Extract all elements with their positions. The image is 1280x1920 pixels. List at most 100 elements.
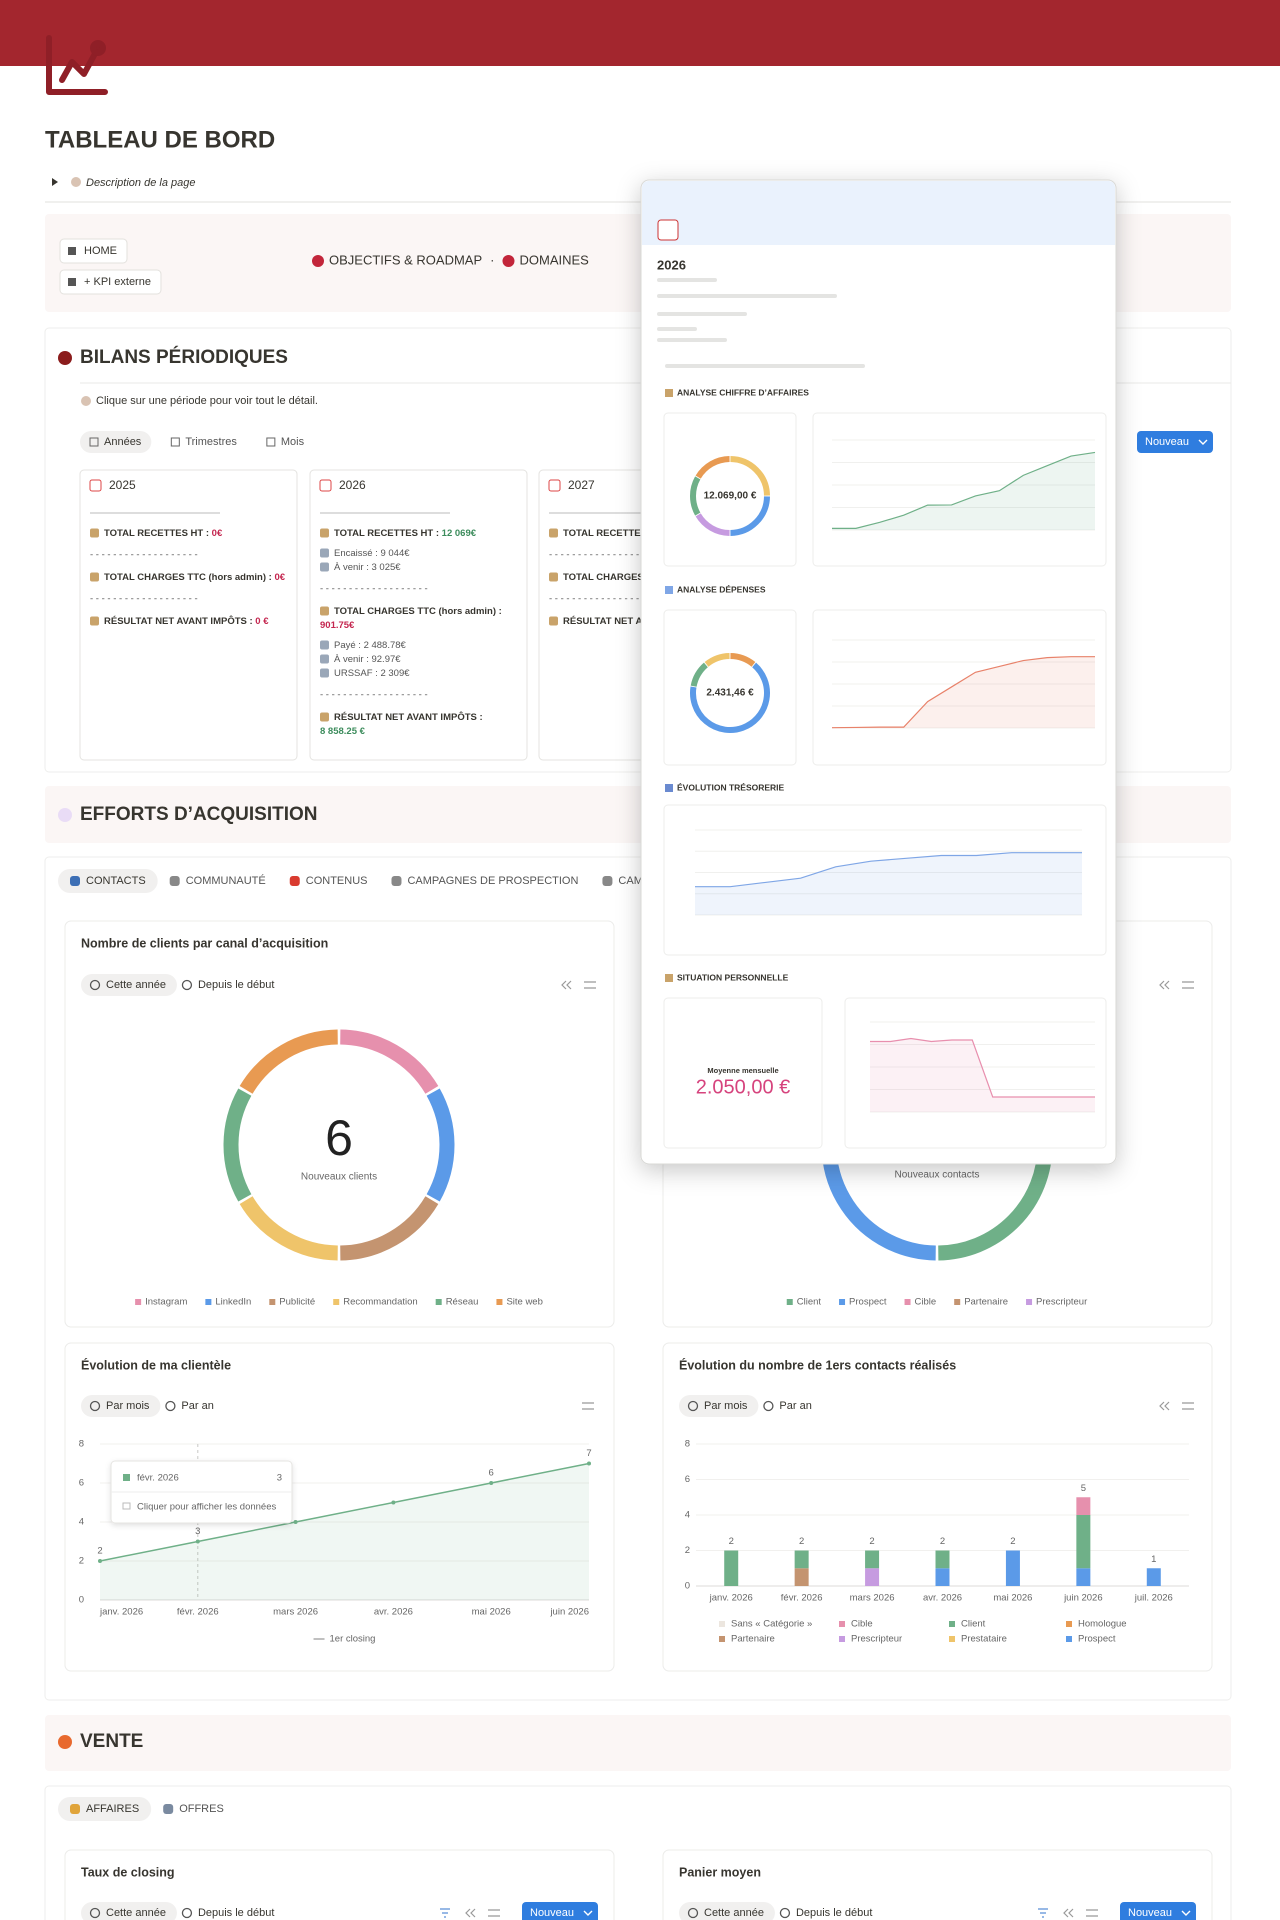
- filter-pill[interactable]: Cette année: [106, 979, 166, 991]
- legend-swatch: [333, 1299, 340, 1305]
- legend-swatch: [205, 1299, 212, 1305]
- detail-line: À venir : 92.97€: [334, 654, 401, 665]
- area-fill: [870, 1038, 1095, 1112]
- tooltip-hint[interactable]: Cliquer pour afficher les données: [137, 1502, 276, 1513]
- pill-bg: [679, 1902, 775, 1920]
- clock-icon: [763, 1400, 774, 1412]
- tab[interactable]: AFFAIRES: [86, 1803, 139, 1815]
- popup-card: [663, 997, 823, 1149]
- area-line: [870, 1037, 1095, 1098]
- collapse-icon: [1159, 980, 1170, 990]
- filter-icon: [1038, 1908, 1048, 1918]
- legend-swatch: [269, 1299, 276, 1305]
- filter-pill[interactable]: Depuis le début: [198, 979, 274, 991]
- filter-pill[interactable]: Depuis le début: [198, 1907, 274, 1919]
- filter-pill[interactable]: Cette année: [106, 1907, 166, 1919]
- new-button-label[interactable]: Nouveau: [1128, 1907, 1172, 1919]
- settings-icon: [1086, 1909, 1098, 1917]
- card-title: Nombre de clients par canal d’acquisitio…: [81, 936, 328, 950]
- line-icon: [320, 668, 329, 678]
- bar-segment: [794, 1568, 809, 1586]
- clock-icon: [779, 1907, 791, 1919]
- legend-label: Cible: [851, 1619, 873, 1630]
- popup-section-title: ÉVOLUTION TRÉSORERIE: [677, 782, 785, 792]
- total-line: TOTAL RECETTES HT : 0€: [104, 528, 223, 539]
- line-icon: [90, 616, 99, 626]
- popup-card: [663, 609, 797, 766]
- point: [98, 1559, 102, 1563]
- settings-icon: [488, 1909, 500, 1917]
- filter-pill[interactable]: Cette année: [704, 1907, 764, 1919]
- legend-label: LinkedIn: [215, 1297, 251, 1308]
- view-tab-bg: [80, 431, 152, 453]
- nav-button-label[interactable]: + KPI externe: [84, 276, 151, 288]
- nav-link[interactable]: DOMAINES: [519, 252, 589, 267]
- pill-bg: [679, 1395, 759, 1417]
- tab[interactable]: CONTACTS: [86, 875, 146, 887]
- tab-icon: [391, 876, 402, 886]
- tab-icon: [163, 1804, 174, 1814]
- y-tick-label: 8: [685, 1439, 690, 1450]
- settings-icon: [584, 981, 596, 989]
- x-tick-label: avr. 2026: [923, 1593, 962, 1604]
- section-dot: [58, 351, 72, 365]
- nav-separator: ·: [490, 252, 494, 267]
- x-tick-label: mars 2026: [850, 1593, 895, 1604]
- period-title[interactable]: 2025: [109, 478, 136, 492]
- new-button-label[interactable]: Nouveau: [530, 1907, 574, 1919]
- total-label: 1: [1151, 1554, 1156, 1565]
- toggle-arrow[interactable]: [52, 178, 58, 186]
- donut-segment: [690, 662, 770, 733]
- filter-pill[interactable]: Par mois: [704, 1400, 748, 1412]
- line-icon: [549, 528, 558, 538]
- pill-bg: [81, 1902, 177, 1920]
- page-description[interactable]: Description de la page: [86, 177, 195, 189]
- period-title[interactable]: 2027: [568, 478, 595, 492]
- tab-icon: [70, 1804, 80, 1814]
- new-button-label[interactable]: Nouveau: [1145, 436, 1189, 448]
- period-title[interactable]: 2026: [339, 478, 366, 492]
- new-button: [522, 1902, 598, 1920]
- legend-swatch: [786, 1299, 793, 1305]
- line-icon: [320, 548, 329, 558]
- nav-button: [59, 238, 128, 264]
- collapse-icon: [1159, 1401, 1170, 1411]
- clock-icon: [89, 1400, 101, 1412]
- separator: - - - - - - - - - - - - - - - - - - -: [320, 584, 428, 595]
- legend-label: Homologue: [1078, 1619, 1127, 1630]
- tab[interactable]: CONTENUS: [306, 875, 368, 887]
- line-icon: [320, 562, 329, 572]
- tab[interactable]: COMMUNAUTÉ: [186, 874, 266, 887]
- filter-pill[interactable]: Par an: [181, 1400, 213, 1412]
- legend-swatch: [496, 1299, 503, 1305]
- period-card: [309, 469, 528, 761]
- line-value: 0 €: [255, 616, 269, 627]
- filter-pill[interactable]: Par an: [779, 1400, 811, 1412]
- view-tab[interactable]: Trimestres: [185, 436, 237, 448]
- filter-pill[interactable]: Par mois: [106, 1400, 150, 1412]
- donut-segment: [239, 1029, 338, 1094]
- clock-icon: [89, 1907, 101, 1919]
- line-value: 12 069€: [442, 528, 477, 539]
- section-title: EFFORTS D’ACQUISITION: [80, 804, 318, 825]
- line-icon: [320, 654, 329, 664]
- acquisition-panel: [44, 856, 1232, 1701]
- tab[interactable]: OFFRES: [179, 1803, 224, 1815]
- donut-segment: [704, 653, 730, 667]
- bar-segment: [1076, 1515, 1091, 1569]
- y-tick-label: 4: [79, 1517, 84, 1528]
- legend-label: Partenaire: [964, 1297, 1008, 1308]
- filter-pill[interactable]: Depuis le début: [796, 1907, 872, 1919]
- detail-line: Encaissé : 9 044€: [334, 548, 410, 559]
- value-label: 6: [489, 1468, 494, 1479]
- view-tab[interactable]: Mois: [281, 436, 305, 448]
- tooltip-swatch: [123, 1474, 130, 1481]
- property-row: [657, 338, 727, 342]
- nav-button-label[interactable]: HOME: [84, 245, 117, 257]
- chart-card: [64, 1342, 615, 1672]
- tab[interactable]: CAMPAGNES DE PROSPECTION: [407, 875, 578, 887]
- view-tab[interactable]: Années: [104, 436, 142, 448]
- area-line: [831, 656, 1095, 729]
- nav-link[interactable]: OBJECTIFS & ROADMAP: [329, 252, 482, 267]
